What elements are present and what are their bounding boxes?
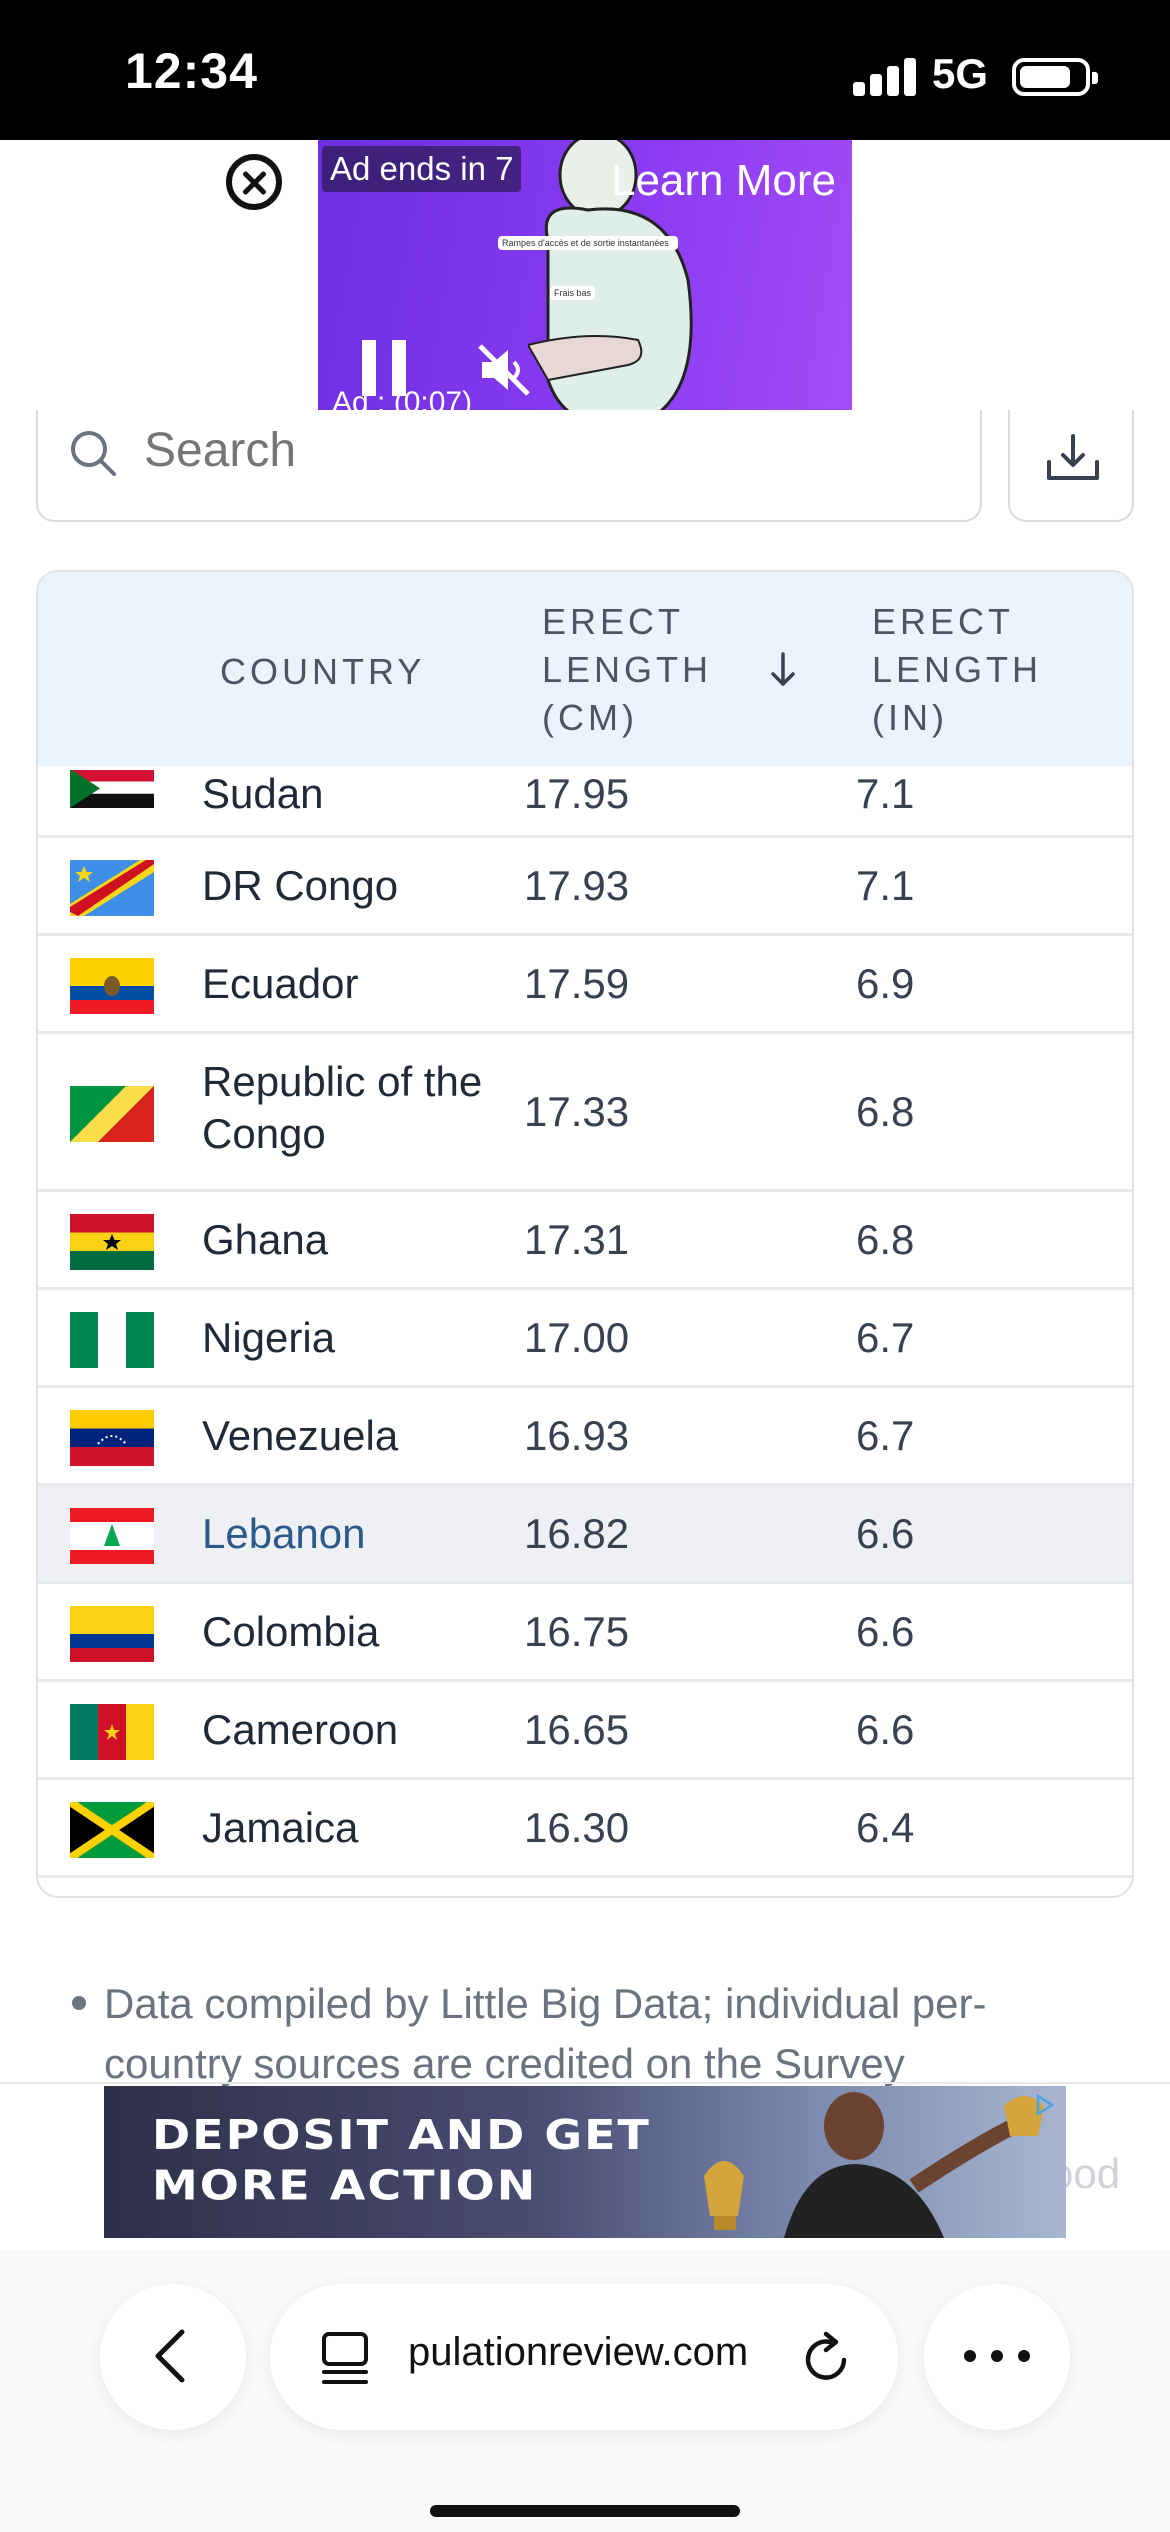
- table-row[interactable]: DR Congo 17.93 7.1: [38, 838, 1132, 936]
- in-cell: 6.6: [856, 1608, 915, 1655]
- source-note: Data compiled by Little Big Data; indivi…: [104, 1980, 987, 2087]
- country-cell: Ecuador: [202, 960, 359, 1007]
- country-cell: Ghana: [202, 1216, 329, 1263]
- country-cell[interactable]: Lebanon: [202, 1510, 366, 1557]
- download-icon: [1047, 434, 1099, 480]
- search-input[interactable]: [142, 420, 842, 480]
- banner-ad-text: DEPOSIT AND GET MORE ACTION: [152, 2110, 651, 2211]
- data-table: COUNTRY ERECT LENGTH (CM) ERECT LENGTH (…: [36, 570, 1134, 1898]
- cm-cell: 16.30: [524, 1804, 630, 1851]
- search-box[interactable]: [36, 410, 982, 522]
- cm-cell: 17.00: [524, 1314, 630, 1361]
- video-ad[interactable]: Rampes d'accès et de sortie instantanées…: [318, 140, 852, 442]
- pause-icon[interactable]: [362, 340, 406, 396]
- cm-cell: 16.65: [524, 1706, 630, 1753]
- url-text[interactable]: pulationreview.com: [408, 2330, 749, 2374]
- cm-cell: 17.31: [524, 1216, 630, 1263]
- home-indicator: [430, 2505, 740, 2517]
- network-label: 5G: [932, 50, 989, 97]
- table-header: COUNTRY ERECT LENGTH (CM) ERECT LENGTH (…: [38, 572, 1132, 766]
- country-cell: Republic of the Congo: [202, 1058, 483, 1157]
- in-cell: 6.8: [856, 1216, 915, 1263]
- cm-cell: 17.59: [524, 960, 630, 1007]
- in-cell: 6.7: [856, 1412, 915, 1459]
- ad-chip: Rampes d'accès et de sortie instantanées: [498, 236, 678, 250]
- jamaica-flag-icon: [70, 1802, 154, 1858]
- colombia-flag-icon: [70, 1606, 154, 1662]
- banner-line-1: DEPOSIT AND GET: [152, 2110, 651, 2160]
- more-button[interactable]: [924, 2284, 1070, 2430]
- in-cell: 6.7: [856, 1314, 915, 1361]
- table-row[interactable]: Ecuador 17.59 6.9: [38, 936, 1132, 1034]
- table-row[interactable]: Colombia 16.75 6.6: [38, 1584, 1132, 1682]
- country-cell: DR Congo: [202, 862, 399, 909]
- ad-chip: Frais bas: [550, 286, 596, 300]
- signal-icon: [853, 58, 917, 96]
- nigeria-flag-icon: [70, 1312, 154, 1368]
- table-row[interactable]: Nigeria 17.00 6.7: [38, 1290, 1132, 1388]
- table-row[interactable]: Lebanon 16.82 6.6: [38, 1486, 1132, 1584]
- back-button[interactable]: [100, 2284, 246, 2430]
- column-header-in[interactable]: ERECT LENGTH (IN): [872, 601, 1043, 738]
- bullet-icon: [72, 1996, 86, 2010]
- in-cell: 6.6: [856, 1510, 915, 1557]
- ghana-flag-icon: [70, 1214, 154, 1270]
- more-icon: [964, 2350, 1030, 2362]
- table-row[interactable]: Venezuela 16.93 6.7: [38, 1388, 1132, 1486]
- tabs-icon: [322, 2332, 368, 2384]
- venezuela-flag-icon: [70, 1410, 154, 1466]
- sort-down-icon[interactable]: [766, 650, 800, 690]
- in-cell: 6.4: [856, 1804, 915, 1851]
- address-bar[interactable]: pulationreview.com: [270, 2284, 898, 2430]
- dr-congo-flag-icon: [70, 860, 154, 916]
- banner-line-2: MORE ACTION: [152, 2160, 538, 2210]
- status-time: 12:34: [125, 43, 258, 99]
- table-row[interactable]: Sudan 17.95 7.1: [38, 766, 1132, 838]
- country-cell: Jamaica: [202, 1804, 359, 1851]
- close-ad-icon[interactable]: [226, 154, 282, 210]
- lebanon-flag-icon: [70, 1508, 154, 1564]
- ad-countdown: Ad ends in 7: [322, 146, 522, 192]
- in-cell: 6.6: [856, 1706, 915, 1753]
- status-bar: 12:34 5G: [0, 0, 1170, 140]
- reload-icon[interactable]: [800, 2330, 856, 2386]
- cm-cell: 16.75: [524, 1608, 630, 1655]
- search-icon: [71, 431, 116, 476]
- country-cell: Colombia: [202, 1608, 380, 1655]
- table-row[interactable]: Ghana 17.31 6.8: [38, 1192, 1132, 1290]
- country-cell: Sudan: [202, 770, 324, 817]
- banner-character-image: [704, 2092, 1044, 2238]
- in-cell: 6.9: [856, 960, 915, 1007]
- battery-icon: [1012, 58, 1098, 96]
- table-row[interactable]: Cameroon 16.65 6.6: [38, 1682, 1132, 1780]
- cm-cell: 16.93: [524, 1412, 630, 1459]
- cm-cell: 16.82: [524, 1510, 630, 1557]
- republic-of-congo-flag-icon: [70, 1086, 154, 1142]
- sudan-flag-icon: [70, 770, 154, 808]
- cm-cell: 17.95: [524, 770, 630, 817]
- table-row[interactable]: Jamaica 16.30 6.4: [38, 1780, 1132, 1878]
- cameroon-flag-icon: [70, 1704, 154, 1760]
- in-cell: 7.1: [856, 770, 915, 817]
- country-cell: Venezuela: [202, 1412, 399, 1459]
- ad-choices-icon[interactable]: [1032, 2092, 1058, 2118]
- mute-icon[interactable]: [474, 340, 534, 400]
- column-header-cm[interactable]: ERECT LENGTH (CM): [542, 601, 713, 738]
- country-cell: Nigeria: [202, 1314, 336, 1361]
- ecuador-flag-icon: [70, 958, 154, 1014]
- column-header-country[interactable]: COUNTRY: [220, 651, 426, 692]
- download-button[interactable]: [1008, 410, 1134, 522]
- table-row[interactable]: Republic of the Congo 17.33 6.8: [38, 1034, 1132, 1192]
- cm-cell: 17.33: [524, 1088, 630, 1135]
- cm-cell: 17.93: [524, 862, 630, 909]
- in-cell: 6.8: [856, 1088, 915, 1135]
- in-cell: 7.1: [856, 862, 915, 909]
- chevron-left-icon: [155, 2329, 185, 2383]
- learn-more-link[interactable]: Learn More: [610, 156, 836, 205]
- divider: [0, 2082, 1170, 2084]
- banner-ad[interactable]: DEPOSIT AND GET MORE ACTION: [104, 2086, 1066, 2238]
- country-cell: Cameroon: [202, 1706, 399, 1753]
